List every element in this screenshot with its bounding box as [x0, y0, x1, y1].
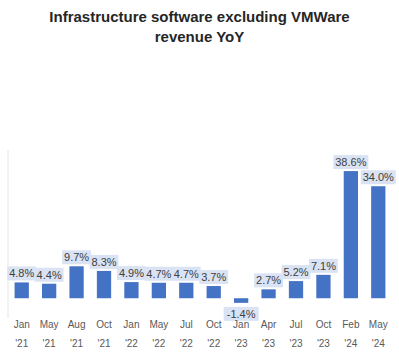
- x-tick-label: Apr '23: [261, 319, 277, 349]
- x-tick-line: Jan: [123, 319, 139, 330]
- x-tick-label: Oct '21: [96, 319, 112, 349]
- x-tick-line: '23: [262, 338, 275, 349]
- x-tick-line: Aug: [68, 319, 86, 330]
- title-line: Infrastructure software excluding VMWare: [49, 8, 349, 25]
- data-label: 3.7%: [201, 271, 226, 283]
- data-label-box: [117, 266, 146, 280]
- x-tick-label: Aug '21: [68, 319, 86, 349]
- bar: [15, 282, 29, 298]
- x-tick-line: '22: [207, 338, 220, 349]
- x-tick-label: Jan '23: [233, 319, 249, 349]
- data-label-box: [7, 266, 36, 280]
- bar: [207, 286, 221, 298]
- bar: [97, 271, 111, 298]
- x-tick-label: Oct '22: [206, 319, 222, 349]
- x-tick-line: '21: [43, 338, 56, 349]
- x-tick-line: May: [40, 319, 59, 330]
- x-tick-line: '21: [97, 338, 110, 349]
- data-label: 4.9%: [119, 267, 144, 279]
- x-tick-label: May '24: [369, 319, 388, 349]
- x-tick-line: Jan: [14, 319, 30, 330]
- bar: [69, 266, 83, 298]
- bar: [316, 275, 330, 298]
- data-label: 9.7%: [64, 251, 89, 263]
- data-label: 38.6%: [335, 156, 366, 168]
- x-tick-line: '21: [70, 338, 83, 349]
- chart-container: Infrastructure software excluding VMWare…: [0, 0, 399, 357]
- x-tick-label: Jan '21: [14, 319, 30, 349]
- x-tick-label: Jul '23: [289, 319, 302, 349]
- x-tick-line: Jan: [233, 319, 249, 330]
- data-label-box: [333, 155, 368, 169]
- x-tick-line: May: [149, 319, 168, 330]
- bar: [289, 281, 303, 298]
- title-line: revenue YoY: [155, 28, 245, 45]
- x-tick-line: Oct: [206, 319, 222, 330]
- bar: [42, 284, 56, 298]
- x-tick-label: May '21: [40, 319, 59, 349]
- data-label: 34.0%: [363, 171, 394, 183]
- x-tick-line: '21: [15, 338, 28, 349]
- data-label: 2.7%: [256, 274, 281, 286]
- x-tick-line: Feb: [342, 319, 360, 330]
- x-tick-line: '24: [344, 338, 357, 349]
- data-label-box: [199, 270, 228, 284]
- x-tick-line: '24: [372, 338, 385, 349]
- data-label: 5.2%: [283, 266, 308, 278]
- x-tick-line: Apr: [261, 319, 277, 330]
- data-label-box: [62, 250, 91, 264]
- data-label: 4.4%: [37, 269, 62, 281]
- x-tick-line: '22: [125, 338, 138, 349]
- data-label: 4.8%: [9, 267, 34, 279]
- x-tick-line: Oct: [316, 319, 332, 330]
- data-label-box: [144, 267, 173, 281]
- x-tick-label: Jan '22: [123, 319, 139, 349]
- x-tick-line: Jul: [290, 319, 303, 330]
- x-tick-line: '22: [152, 338, 165, 349]
- x-tick-label: Feb '24: [342, 319, 360, 349]
- title: Infrastructure software excluding VMWare…: [49, 8, 349, 45]
- bar: [371, 186, 385, 298]
- bar: [344, 171, 358, 298]
- bar: [234, 298, 248, 303]
- x-tick-label: Oct '23: [316, 319, 332, 349]
- data-label: 4.7%: [174, 268, 199, 280]
- data-label-box: [254, 273, 283, 287]
- data-label-box: [282, 265, 311, 279]
- x-tick-line: '22: [180, 338, 193, 349]
- bar: [261, 289, 275, 298]
- x-tick-line: '23: [289, 338, 302, 349]
- x-tick-label: Jul '22: [180, 319, 193, 349]
- data-label: 7.1%: [311, 260, 336, 272]
- bar: [179, 283, 193, 298]
- x-tick-line: Jul: [180, 319, 193, 330]
- x-tick-line: '23: [235, 338, 248, 349]
- x-tick-label: May '22: [149, 319, 168, 349]
- y-axis-line: [8, 150, 9, 318]
- data-label-box: [35, 268, 64, 282]
- data-label: 8.3%: [91, 256, 116, 268]
- bar: [124, 282, 138, 298]
- chart: Infrastructure software excluding VMWare…: [0, 0, 399, 357]
- bars: [15, 171, 386, 303]
- x-tick-line: May: [369, 319, 388, 330]
- data-label-box: [361, 170, 396, 184]
- x-tick-line: Oct: [96, 319, 112, 330]
- data-label-box: [309, 259, 338, 273]
- bar: [152, 283, 166, 298]
- data-label-box: [90, 255, 119, 269]
- x-tick-line: '23: [317, 338, 330, 349]
- data-label-box: [172, 267, 201, 281]
- data-label: 4.7%: [146, 268, 171, 280]
- labels: 4.8%4.4%9.7%8.3%4.9%4.7%4.7%3.7%-1.4%2.7…: [7, 155, 395, 349]
